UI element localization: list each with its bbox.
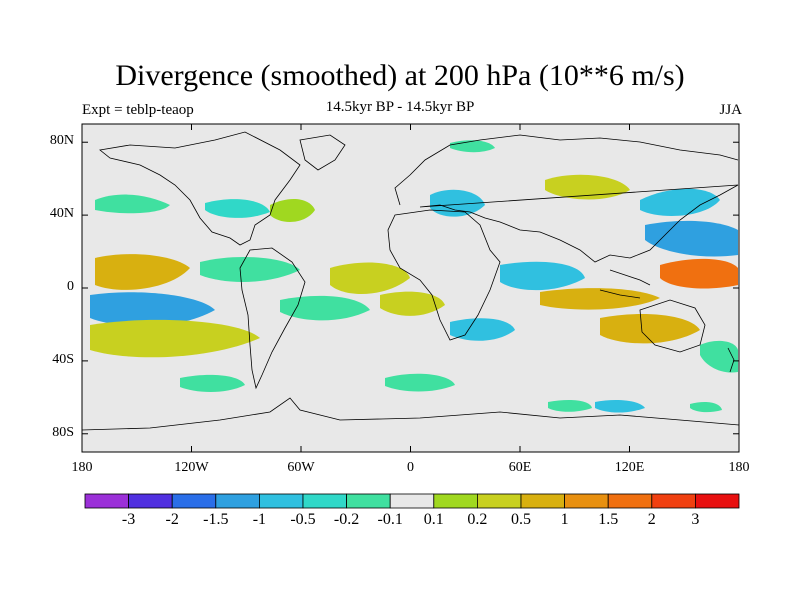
lon-tick-label: 180: [728, 460, 750, 475]
colorbar-swatch: [215, 493, 260, 509]
colorbar-label: 0.2: [467, 511, 488, 528]
colorbar-label: -3: [121, 511, 136, 528]
field-patch: [595, 400, 645, 413]
field-patch: [500, 261, 585, 291]
period-label: 14.5kyr BP - 14.5kyr BP: [325, 99, 475, 115]
lon-tick-label: 60E: [508, 460, 532, 475]
colorbar-label: 0.5: [511, 511, 531, 528]
coastline-new-zealand: [727, 347, 735, 373]
lon-tick-label: 180: [71, 460, 93, 475]
colorbar-swatch: [258, 493, 304, 509]
colorbar-label: 2: [647, 511, 656, 528]
field-patch: [690, 402, 722, 413]
colorbar-label: 0.1: [423, 511, 444, 528]
field-patch: [330, 262, 410, 295]
field-patch: [205, 199, 270, 218]
colorbar: [84, 493, 740, 509]
field-patch: [270, 198, 315, 222]
colorbar-swatch: [171, 493, 217, 509]
field-patch: [90, 319, 260, 358]
lon-tick-label: 120E: [614, 460, 645, 475]
coastline-maritime-continent: [599, 269, 651, 299]
lat-tick-label: 40S: [52, 351, 74, 367]
field-patch: [600, 314, 700, 344]
coastline-africa: [387, 209, 501, 341]
map-background: [82, 124, 739, 452]
lat-tick-label: 0: [67, 279, 74, 294]
colorbar-swatch: [476, 493, 522, 509]
lat-tick-label: 40N: [49, 206, 74, 222]
axis-ticks: [81, 124, 740, 452]
colorbar-swatch: [695, 493, 740, 509]
colorbar-swatch: [389, 493, 435, 509]
coastlines: [81, 131, 740, 431]
field-patch: [640, 188, 720, 216]
colorbar-label: -0.2: [333, 511, 360, 528]
season-label: JJA: [719, 102, 742, 118]
field-patch: [180, 374, 245, 392]
colorbar-swatch: [84, 493, 129, 509]
colorbar-label: -1.5: [203, 511, 229, 528]
plot-title: Divergence (smoothed) at 200 hPa (10**6 …: [115, 59, 685, 92]
colorbar-swatch: [607, 493, 653, 509]
field-patch: [548, 400, 592, 412]
lat-tick-label: 80S: [52, 424, 74, 440]
coastline-greenland: [299, 134, 346, 171]
field-patch: [200, 256, 300, 282]
field-patch: [95, 194, 170, 214]
colorbar-label: 1: [560, 511, 569, 528]
experiment-label: Expt = teblp-teaop: [82, 102, 194, 118]
colorbar-swatch: [302, 493, 347, 509]
field-patch: [450, 318, 515, 341]
colorbar-label: 3: [691, 511, 700, 528]
field-patch: [380, 291, 445, 316]
lon-tick-label: 120W: [174, 460, 209, 475]
divergence-field: [90, 140, 738, 413]
colorbar-swatch: [651, 493, 696, 509]
field-patch: [95, 254, 190, 290]
colorbar-label: -1: [252, 511, 267, 528]
field-patch: [660, 258, 738, 289]
colorbar-swatch: [433, 493, 478, 509]
coastline-eurasia: [394, 134, 739, 263]
coastline-antarctica: [81, 397, 740, 431]
field-patch: [645, 220, 738, 257]
colorbar-swatch: [346, 493, 391, 509]
colorbar-label: 1.5: [598, 511, 619, 528]
colorbar-swatch: [564, 493, 609, 509]
lat-tick-label: 80N: [49, 133, 74, 149]
colorbar-label: -0.1: [377, 511, 403, 528]
colorbar-label: -0.5: [290, 511, 316, 528]
lon-tick-label: 60W: [287, 460, 315, 475]
coastline-australia: [639, 299, 706, 353]
coastline-south-america: [239, 247, 306, 390]
field-patch: [545, 174, 630, 200]
colorbar-swatch: [128, 493, 173, 509]
field-patch: [385, 373, 455, 392]
field-patch: [540, 288, 660, 310]
colorbar-label: -2: [165, 511, 179, 528]
lon-tick-label: 0: [407, 460, 414, 475]
field-patch: [280, 295, 370, 321]
field-patch: [90, 292, 215, 327]
colorbar-swatch: [520, 493, 565, 509]
field-patch: [430, 189, 485, 217]
coastline-north-america: [99, 131, 301, 246]
